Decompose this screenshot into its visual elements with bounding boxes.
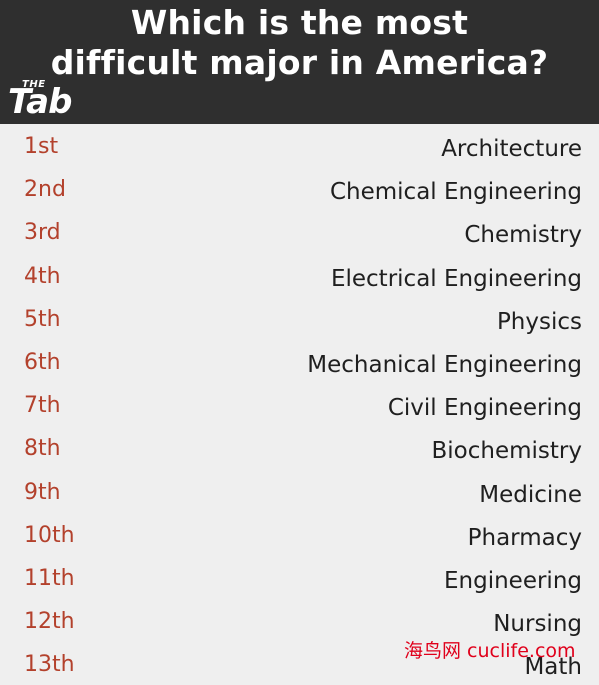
- major-name: Chemical Engineering: [329, 179, 582, 206]
- rank-label: 12th: [24, 609, 75, 635]
- ranking-list: 1st Architecture 2nd Chemical Engineerin…: [0, 124, 599, 685]
- major-name: Medicine: [479, 481, 582, 508]
- rank-label: 9th: [24, 479, 61, 505]
- rank-label: 1st: [24, 134, 59, 159]
- header-banner: Which is the most difficult major in Ame…: [0, 0, 599, 124]
- rank-label: 4th: [24, 263, 61, 289]
- list-item: 1st Architecture: [0, 124, 599, 167]
- rank-label: 8th: [24, 436, 61, 462]
- major-name: Mechanical Engineering: [307, 351, 582, 378]
- list-item: 7th Civil Engineering: [0, 383, 599, 426]
- list-item: 12th Nursing: [0, 599, 599, 642]
- list-item: 13th Math: [0, 642, 599, 685]
- list-item: 8th Biochemistry: [0, 426, 599, 469]
- logo-small-text: THE: [22, 79, 46, 90]
- list-item: 5th Physics: [0, 297, 599, 340]
- major-name: Engineering: [444, 567, 582, 594]
- rank-label: 2nd: [24, 177, 66, 203]
- major-name: Biochemistry: [431, 438, 582, 465]
- major-name: Pharmacy: [467, 524, 582, 551]
- major-name: Math: [524, 654, 582, 681]
- rank-label: 10th: [24, 522, 75, 548]
- major-name: Nursing: [493, 611, 582, 638]
- logo-main-text: Tab: [8, 82, 72, 122]
- major-name: Architecture: [441, 136, 582, 162]
- list-item: 9th Medicine: [0, 470, 599, 513]
- list-item: 6th Mechanical Engineering: [0, 340, 599, 383]
- page-title-line-2: difficult major in America?: [50, 43, 549, 82]
- rank-label: 6th: [24, 349, 61, 375]
- list-item: 2nd Chemical Engineering: [0, 167, 599, 210]
- major-name: Electrical Engineering: [330, 265, 582, 292]
- rank-label: 13th: [24, 652, 75, 678]
- site-watermark: 海鸟网 cuclife.com: [404, 640, 576, 662]
- list-item: 4th Electrical Engineering: [0, 254, 599, 297]
- rank-label: 5th: [24, 306, 61, 332]
- list-item: 11th Engineering: [0, 556, 599, 599]
- page-title-line-1: Which is the most: [130, 3, 469, 42]
- rank-label: 11th: [24, 565, 75, 591]
- major-name: Civil Engineering: [387, 395, 582, 422]
- major-name: Chemistry: [464, 222, 582, 249]
- rank-label: 7th: [24, 393, 61, 419]
- rank-label: 3rd: [24, 220, 61, 246]
- list-item: 3rd Chemistry: [0, 210, 599, 253]
- list-item: 10th Pharmacy: [0, 513, 599, 556]
- major-name: Physics: [496, 308, 582, 335]
- the-tab-logo: THE Tab: [8, 80, 94, 122]
